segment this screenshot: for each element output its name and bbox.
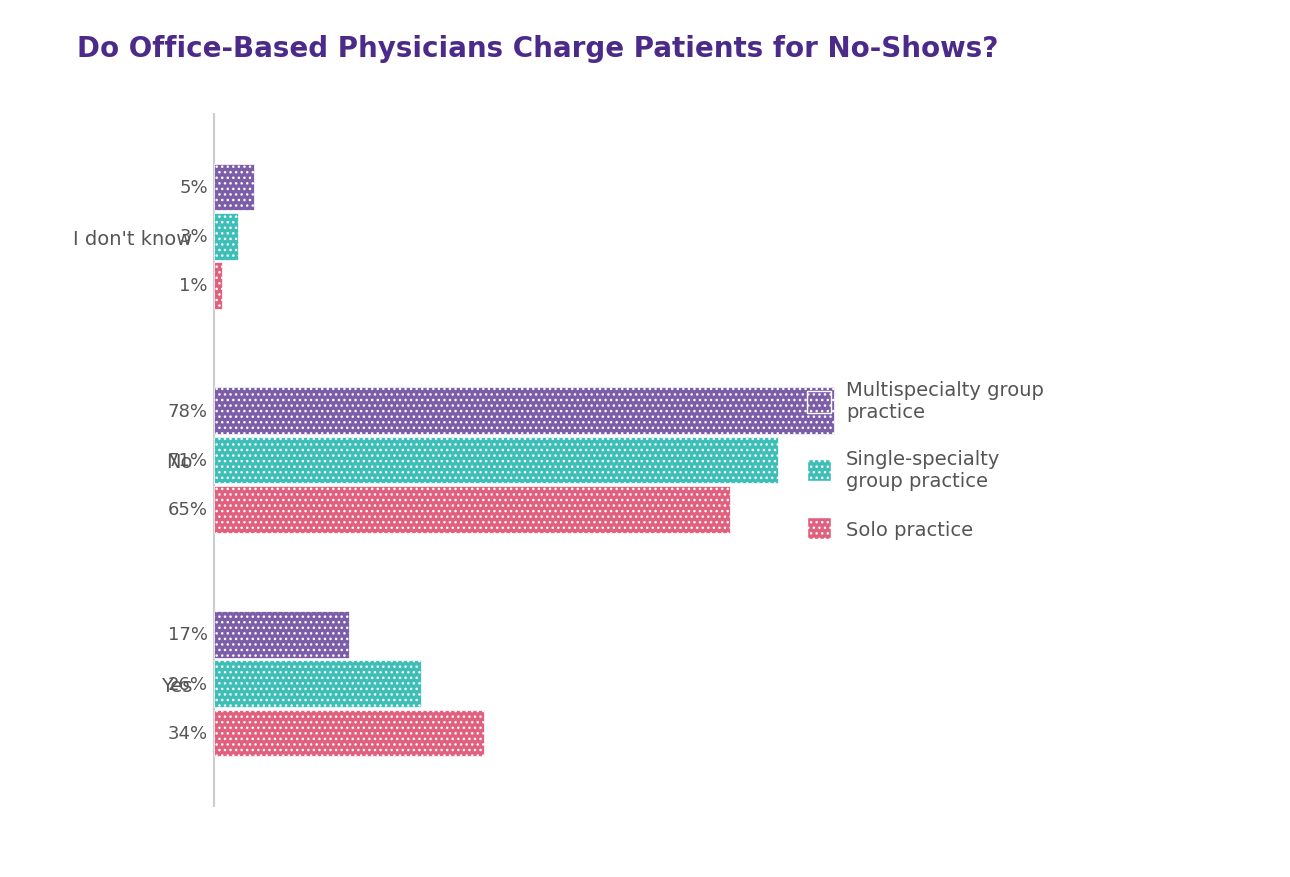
Text: 17%: 17% xyxy=(168,626,208,644)
Bar xyxy=(214,486,730,533)
Text: 71%: 71% xyxy=(168,452,208,469)
Bar xyxy=(214,263,222,310)
Text: 26%: 26% xyxy=(168,675,208,693)
Text: 34%: 34% xyxy=(168,724,208,742)
Bar xyxy=(214,611,350,658)
Text: 65%: 65% xyxy=(168,501,208,518)
Bar xyxy=(214,164,254,211)
Legend: Multispecialty group
practice, Single-specialty
group practice, Solo practice: Multispecialty group practice, Single-sp… xyxy=(788,361,1063,560)
Bar xyxy=(214,709,484,757)
Text: Do Office-Based Physicians Charge Patients for No-Shows?: Do Office-Based Physicians Charge Patien… xyxy=(77,35,998,63)
Bar xyxy=(214,388,833,435)
Bar xyxy=(214,660,421,707)
Bar xyxy=(214,214,239,260)
Text: 3%: 3% xyxy=(179,228,208,246)
Text: 1%: 1% xyxy=(179,277,208,295)
Bar xyxy=(214,437,778,484)
Text: 78%: 78% xyxy=(168,403,208,420)
Text: 5%: 5% xyxy=(179,179,208,196)
